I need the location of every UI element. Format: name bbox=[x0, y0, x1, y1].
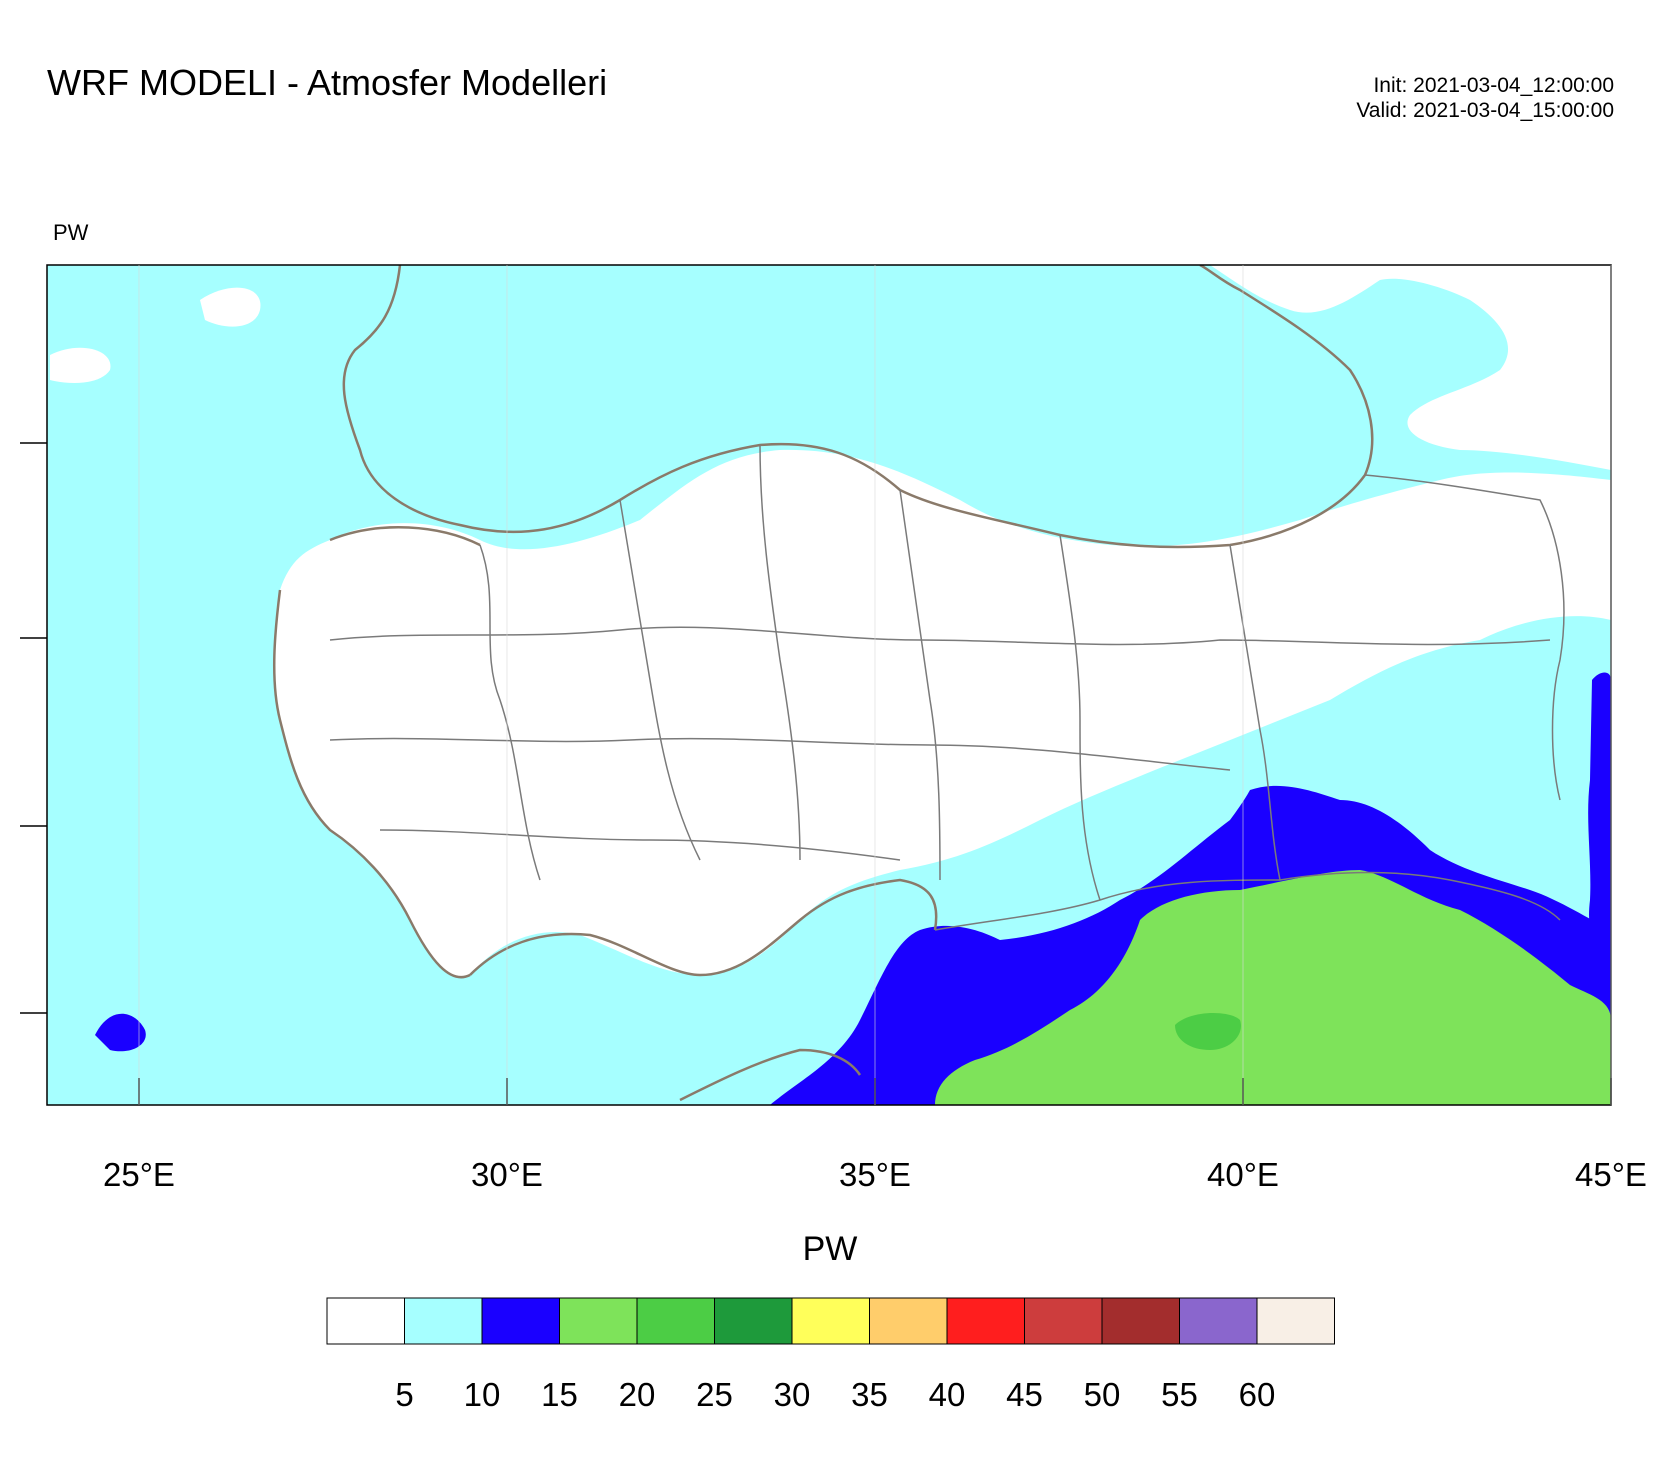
colorbar-title: PW bbox=[802, 1230, 858, 1268]
pw-band-20-25 bbox=[1175, 1013, 1241, 1050]
run-times: Init: 2021-03-04_12:00:00 Valid: 2021-03… bbox=[1356, 73, 1614, 123]
colorbar-label: 60 bbox=[1239, 1376, 1276, 1413]
colorbar-label: 10 bbox=[464, 1376, 501, 1413]
lon-tick-label: 40°E bbox=[1207, 1156, 1279, 1193]
province-5 bbox=[1059, 534, 1101, 901]
colorbar-label: 25 bbox=[696, 1376, 733, 1413]
colorbar-swatch bbox=[714, 1297, 793, 1345]
lon-tick-label: 35°E bbox=[839, 1156, 911, 1193]
aegean-coast bbox=[272, 589, 471, 979]
lon-axis: 25°E 30°E 35°E 40°E 45°E bbox=[103, 265, 1647, 1193]
plot-variable-label: PW bbox=[53, 220, 89, 245]
colorbar-swatch bbox=[481, 1297, 560, 1345]
pw-band-lt5-northeast bbox=[1210, 265, 1611, 470]
coastlines bbox=[272, 265, 1374, 1102]
colorbar-swatch bbox=[636, 1297, 715, 1345]
colorbar-swatch bbox=[1256, 1297, 1335, 1345]
pw-band-lt5-anatolia bbox=[274, 449, 1611, 978]
pw-band-10-15-aegean bbox=[95, 1013, 146, 1052]
province-4 bbox=[899, 489, 941, 881]
colorbar-label: 45 bbox=[1006, 1376, 1043, 1413]
colorbar-swatch bbox=[1024, 1297, 1103, 1345]
pw-field bbox=[47, 265, 1611, 1105]
lat-ticks bbox=[20, 442, 47, 1014]
pw-band-lt5-north-patch bbox=[200, 287, 261, 327]
province-6 bbox=[1229, 544, 1281, 881]
pw-band-10-15-east bbox=[1588, 672, 1611, 960]
colorbar-swatch bbox=[404, 1297, 483, 1345]
mediterranean-coast bbox=[469, 878, 938, 977]
pw-band-15-20 bbox=[935, 870, 1611, 1105]
colorbar-swatch bbox=[559, 1297, 638, 1345]
colorbar-swatch bbox=[791, 1297, 870, 1345]
province-2 bbox=[619, 499, 701, 861]
colorbar-label: 35 bbox=[851, 1376, 888, 1413]
colorbar-swatch bbox=[869, 1297, 948, 1345]
province-3 bbox=[759, 444, 801, 861]
colorbar-label: 20 bbox=[619, 1376, 656, 1413]
colorbar-swatch bbox=[326, 1297, 405, 1345]
province-9 bbox=[379, 829, 901, 861]
lon-tick-label: 25°E bbox=[103, 1156, 175, 1193]
lon-tick-label: 45°E bbox=[1575, 1156, 1647, 1193]
black-sea-coast bbox=[342, 265, 1374, 549]
colorbar-label: 50 bbox=[1084, 1376, 1121, 1413]
pw-band-lt5-west-patch bbox=[50, 347, 111, 383]
valid-time: Valid: 2021-03-04_15:00:00 bbox=[1356, 99, 1614, 122]
colorbar-swatch bbox=[1179, 1297, 1258, 1345]
lon-tick-label: 30°E bbox=[471, 1156, 543, 1193]
marmara-coast bbox=[329, 526, 481, 547]
colorbar-label: 40 bbox=[929, 1376, 966, 1413]
colorbar-label: 55 bbox=[1161, 1376, 1198, 1413]
cyprus-coast bbox=[679, 1048, 862, 1102]
colorbar: 5 10 15 20 25 30 35 40 45 50 55 60 bbox=[326, 1297, 1335, 1413]
colorbar-label: 15 bbox=[541, 1376, 578, 1413]
colorbar-label: 5 bbox=[395, 1376, 413, 1413]
border-eastern bbox=[1364, 474, 1565, 801]
province-7 bbox=[329, 626, 1551, 646]
colorbar-label: 30 bbox=[774, 1376, 811, 1413]
province-8 bbox=[329, 737, 1231, 771]
colorbar-swatch bbox=[1101, 1297, 1180, 1345]
chart-title: WRF MODELI - Atmosfer Modelleri bbox=[47, 62, 608, 103]
colorbar-swatch bbox=[946, 1297, 1025, 1345]
province-1 bbox=[479, 544, 541, 881]
province-borders bbox=[329, 444, 1565, 931]
init-time: Init: 2021-03-04_12:00:00 bbox=[1373, 74, 1614, 97]
